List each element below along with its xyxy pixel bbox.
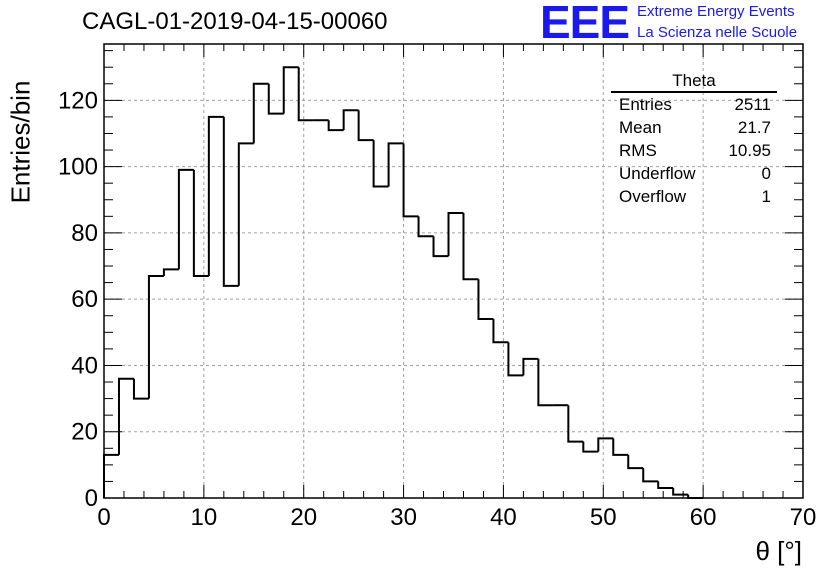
stats-box: Theta Entries 2511 Mean 21.7 RMS 10.95 U… <box>611 70 777 208</box>
histogram-bin <box>117 377 134 455</box>
histogram-bin <box>387 142 404 187</box>
histogram-bin <box>492 319 509 344</box>
stats-title: Theta <box>611 70 777 93</box>
stats-row-underflow: Underflow 0 <box>611 162 777 185</box>
histogram-bin <box>252 82 269 144</box>
histogram-bin <box>207 115 224 276</box>
stats-value: 0 <box>761 164 771 183</box>
histogram-bin <box>327 120 344 132</box>
stats-row-entries: Entries 2511 <box>611 93 777 116</box>
y-tick-label: 60 <box>71 286 98 313</box>
y-axis-label: Entries/bin <box>5 80 36 204</box>
histogram-bin <box>267 83 284 115</box>
stats-label: Entries <box>619 95 672 114</box>
stats-value: 1 <box>761 187 771 206</box>
histogram-bin <box>582 441 599 453</box>
histogram-bin <box>432 236 449 258</box>
y-tick-label: 120 <box>58 87 98 114</box>
histogram-bin <box>522 357 539 376</box>
histogram-bin <box>192 169 209 277</box>
histogram-bin <box>282 66 299 114</box>
histogram-bin <box>447 212 464 257</box>
x-tick-label: 30 <box>390 504 417 531</box>
histogram-bin <box>222 116 239 287</box>
histogram-bin <box>177 168 194 270</box>
histogram-bin <box>627 454 644 470</box>
y-tick-label: 100 <box>58 154 98 181</box>
plot-frame <box>103 43 804 499</box>
histogram-bin <box>103 453 119 498</box>
histogram-bin <box>342 109 359 131</box>
x-tick-label: 70 <box>790 504 817 531</box>
histogram-bin <box>147 274 164 399</box>
histogram-bin <box>357 110 374 142</box>
stats-value: 21.7 <box>737 118 771 137</box>
histogram-bin <box>402 143 419 218</box>
logo-text-line1: Extreme Energy Events <box>637 3 795 20</box>
x-tick-label: 0 <box>97 504 110 531</box>
histogram-bin <box>642 468 659 483</box>
histogram-bin <box>477 279 494 321</box>
stats-row-rms: RMS 10.95 <box>611 139 777 162</box>
y-tick-label: 20 <box>71 419 98 446</box>
eee-logo-mark: EEE <box>540 0 630 48</box>
histogram-bin <box>597 437 614 452</box>
histogram-bin <box>237 142 254 286</box>
x-tick-label: 20 <box>290 504 317 531</box>
x-tick-label: 40 <box>490 504 517 531</box>
stats-row-mean: Mean 21.7 <box>611 116 777 139</box>
stats-label: Underflow <box>619 164 696 183</box>
histogram-bin <box>567 405 584 443</box>
stats-label: RMS <box>619 141 657 160</box>
chart-title: CAGL-01-2019-04-15-00060 <box>82 8 388 35</box>
histogram-bin <box>612 438 629 456</box>
histogram-bin <box>657 481 674 490</box>
histogram-bin <box>372 140 389 188</box>
x-tick-label: 50 <box>590 504 617 531</box>
histogram-bin <box>417 216 434 238</box>
y-axis-label-box: Entries/bin <box>5 80 36 204</box>
y-tick-label: 40 <box>71 352 98 379</box>
histogram-bin <box>162 268 179 276</box>
stats-value: 2511 <box>734 95 771 114</box>
histogram-bin <box>297 67 314 122</box>
histogram-bin <box>132 378 149 400</box>
y-tick-label: 0 <box>85 485 98 512</box>
x-axis-label: θ [°] <box>755 536 802 566</box>
histogram-bin <box>462 213 479 281</box>
stats-label: Overflow <box>619 187 687 206</box>
x-tick-label: 10 <box>191 504 218 531</box>
histogram-bin <box>672 488 689 496</box>
histogram-bin <box>507 342 524 377</box>
stats-label: Mean <box>619 118 662 137</box>
stats-value: 10.95 <box>728 141 771 160</box>
histogram-bin <box>537 358 554 407</box>
logo-text-line2: La Scienza nelle Scuole <box>637 24 798 41</box>
x-tick-label: 60 <box>690 504 717 531</box>
y-tick-label: 80 <box>71 220 98 247</box>
stats-row-overflow: Overflow 1 <box>611 185 777 208</box>
